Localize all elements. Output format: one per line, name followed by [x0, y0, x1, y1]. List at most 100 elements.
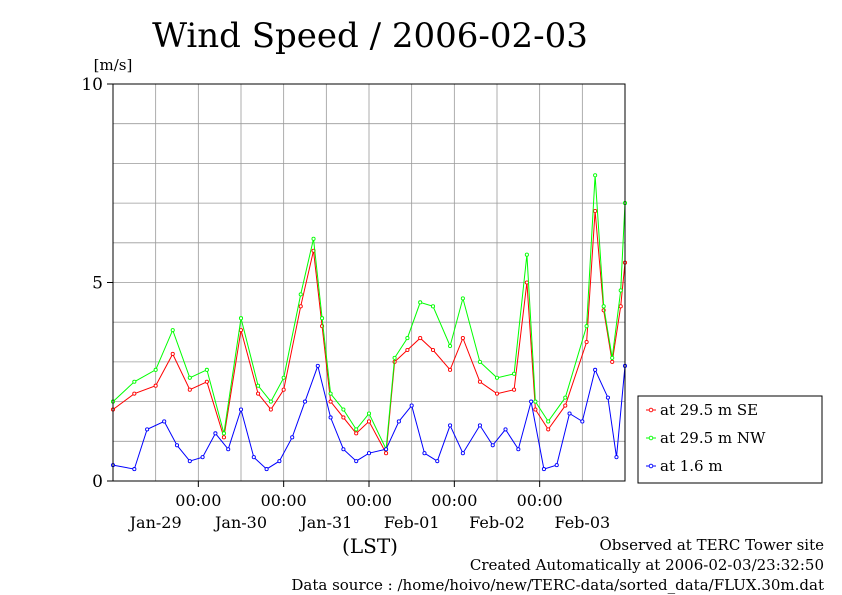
data-point: [584, 324, 589, 329]
data-point: [512, 371, 517, 376]
legend-label: at 29.5 m NW: [660, 429, 766, 447]
data-point: [320, 316, 325, 321]
data-point: [533, 407, 538, 412]
data-point: [354, 459, 359, 464]
data-point: [593, 367, 598, 372]
axis-ticks: 0 5 10 00:00 00:00 00:00 00:00 00:00 Jan-29 Jan-3…: [81, 75, 610, 532]
data-point: [132, 391, 137, 396]
data-point: [354, 427, 359, 432]
data-point: [430, 347, 436, 353]
data-point: [268, 407, 273, 412]
data-point: [302, 399, 308, 404]
data-point: [341, 407, 346, 412]
x-date-tick-label: Feb-01: [384, 513, 440, 532]
data-point: [251, 455, 256, 460]
data-point: [614, 455, 619, 460]
data-point: [448, 423, 453, 428]
x-time-tick-label: 00:00: [175, 491, 221, 510]
data-point: [187, 375, 192, 380]
data-point: [145, 427, 150, 432]
series-line: [112, 364, 626, 470]
data-point: [405, 347, 410, 353]
x-date-tick-label: Jan-30: [213, 513, 267, 532]
data-point: [494, 375, 500, 380]
data-point: [290, 435, 295, 440]
data-point: [366, 451, 372, 456]
data-point: [448, 343, 453, 349]
data-point: [392, 355, 397, 360]
data-point: [238, 316, 244, 321]
data-point: [174, 443, 180, 448]
y-axis-label: [m/s]: [94, 56, 133, 74]
data-point: [153, 383, 158, 388]
footer-source: Data source : /home/hoivo/new/TERC-data/…: [291, 576, 824, 594]
y-tick-label: 10: [81, 75, 103, 95]
data-point: [430, 304, 436, 309]
data-point: [494, 391, 500, 396]
data-point: [610, 355, 615, 360]
data-point: [477, 379, 482, 384]
x-time-tick-label: 00:00: [517, 491, 563, 510]
data-point: [460, 451, 465, 456]
data-point: [170, 328, 175, 333]
data-point: [298, 304, 303, 309]
data-point: [187, 387, 192, 392]
legend-label: at 29.5 m SE: [660, 401, 758, 419]
data-point: [618, 288, 623, 293]
legend-label: at 1.6 m: [660, 457, 723, 475]
y-tick-label: 0: [92, 472, 103, 492]
data-point: [281, 387, 286, 392]
data-point: [529, 399, 534, 404]
data-point: [311, 236, 316, 241]
data-point: [593, 208, 598, 214]
data-point: [366, 419, 372, 424]
data-point: [460, 296, 465, 301]
data-point: [405, 336, 410, 341]
x-time-tick-label: 00:00: [431, 491, 477, 510]
footer-site: Observed at TERC Tower site: [599, 536, 824, 554]
data-point: [524, 252, 529, 257]
legend-marker: [648, 407, 654, 413]
data-point: [354, 431, 359, 436]
data-point: [132, 467, 137, 472]
data-point: [298, 292, 303, 297]
data-point: [563, 403, 568, 408]
data-point: [256, 383, 261, 388]
data-point: [601, 304, 606, 309]
data-point: [435, 459, 440, 464]
x-time-tick-label: 00:00: [346, 491, 392, 510]
data-point: [546, 419, 551, 424]
data-point: [281, 375, 286, 380]
series-1: [110, 173, 628, 452]
data-point: [503, 427, 508, 432]
data-point: [328, 415, 333, 420]
data-point: [477, 359, 482, 364]
data-point: [384, 447, 389, 452]
data-point: [132, 379, 137, 384]
data-point: [384, 451, 389, 456]
legend-marker: [648, 435, 654, 441]
data-point: [593, 173, 598, 178]
chart-title: Wind Speed / 2006-02-03: [152, 16, 588, 56]
data-point: [396, 419, 401, 424]
grid-lines: [113, 84, 625, 481]
data-point: [204, 379, 209, 384]
legend-box: [637, 395, 823, 484]
data-point: [618, 304, 623, 309]
data-point: [541, 467, 546, 472]
data-point: [563, 395, 568, 400]
x-date-tick-label: Feb-02: [469, 513, 525, 532]
data-point: [162, 419, 167, 424]
data-point: [268, 399, 273, 404]
data-point: [221, 435, 226, 440]
data-point: [605, 395, 610, 400]
data-point: [328, 399, 333, 404]
data-point: [277, 459, 282, 464]
x-date-tick-label: Jan-31: [298, 513, 352, 532]
series-line: [112, 175, 626, 452]
data-point: [512, 387, 517, 392]
y-tick-label: 5: [92, 274, 103, 294]
data-point: [341, 447, 346, 452]
data-point: [328, 391, 333, 396]
